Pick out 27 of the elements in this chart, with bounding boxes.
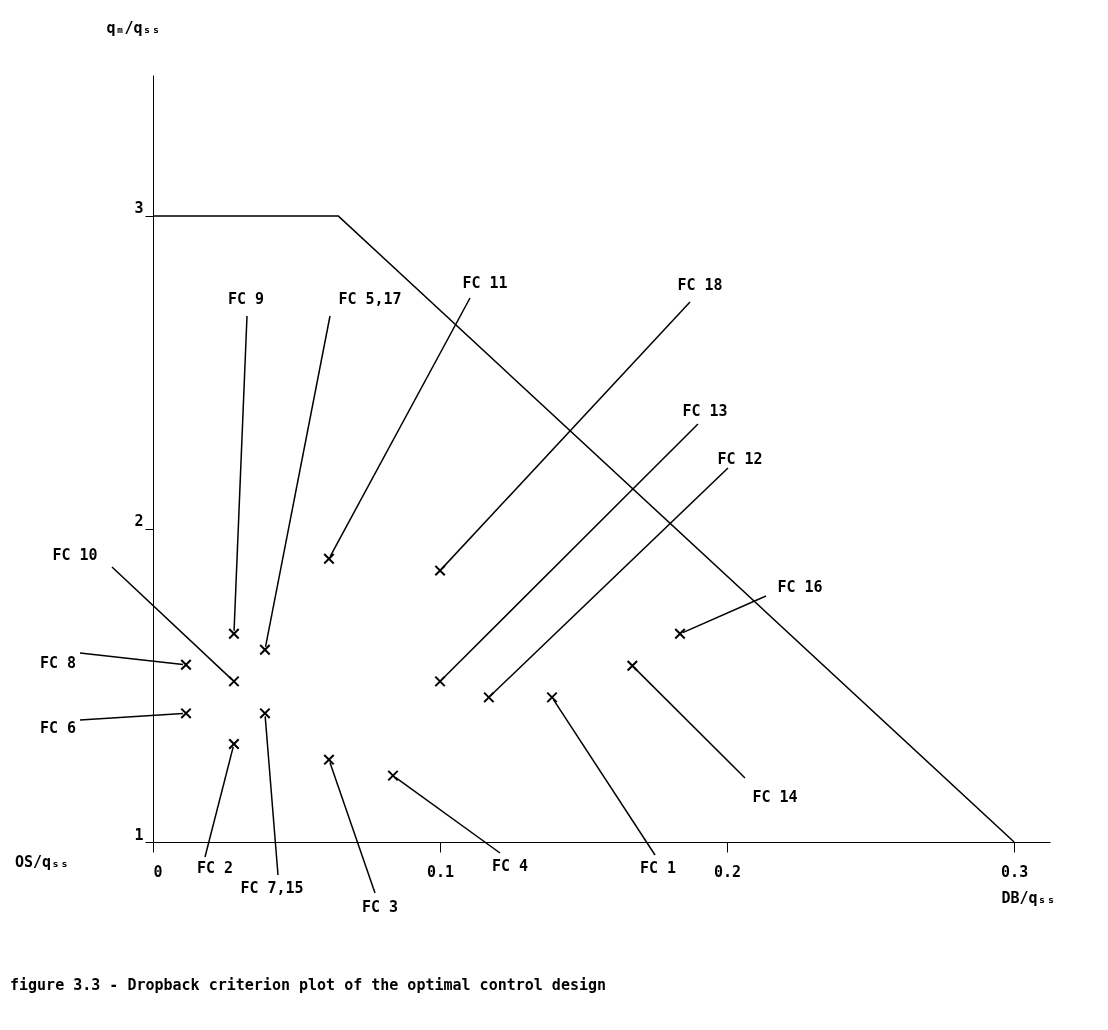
x-tick-label: 0	[153, 862, 163, 881]
x-tick-label: 0.3	[1001, 862, 1029, 881]
annotation: FC 7,15	[240, 879, 304, 897]
annotation: FC 11	[462, 274, 508, 292]
annotation: FC 9	[227, 290, 265, 308]
annotation: FC 3	[361, 898, 399, 916]
text: OS/qₛₛ	[14, 853, 70, 871]
y-tick-label: 2	[134, 512, 144, 531]
annotation: FC 13	[682, 402, 728, 420]
y-axis-title: qₘ/qₛₛ	[106, 18, 161, 37]
annotation: FC 4	[491, 857, 529, 875]
y-tick-label: 1	[134, 825, 144, 844]
caption: figure 3.3 - Dropback criterion plot of the optimal control design	[10, 976, 607, 994]
annotation: FC 1	[639, 859, 677, 877]
annotation: FC 6	[39, 719, 77, 737]
x-tick-label: 0.1	[426, 862, 455, 881]
annotation: FC 16	[777, 578, 823, 596]
annotation: FC 2	[196, 859, 234, 877]
annotation: FC 18	[677, 276, 723, 294]
annotation: FC 5,17	[338, 290, 402, 308]
x-axis-title: DB/qₛₛ	[1001, 888, 1056, 907]
annotation: FC 10	[52, 546, 98, 564]
y-tick-label: 3	[134, 199, 144, 218]
annotation: FC 14	[752, 788, 798, 806]
annotation: FC 12	[717, 450, 763, 468]
annotation: FC 8	[39, 654, 77, 672]
x-tick-label: 0.2	[714, 862, 742, 881]
